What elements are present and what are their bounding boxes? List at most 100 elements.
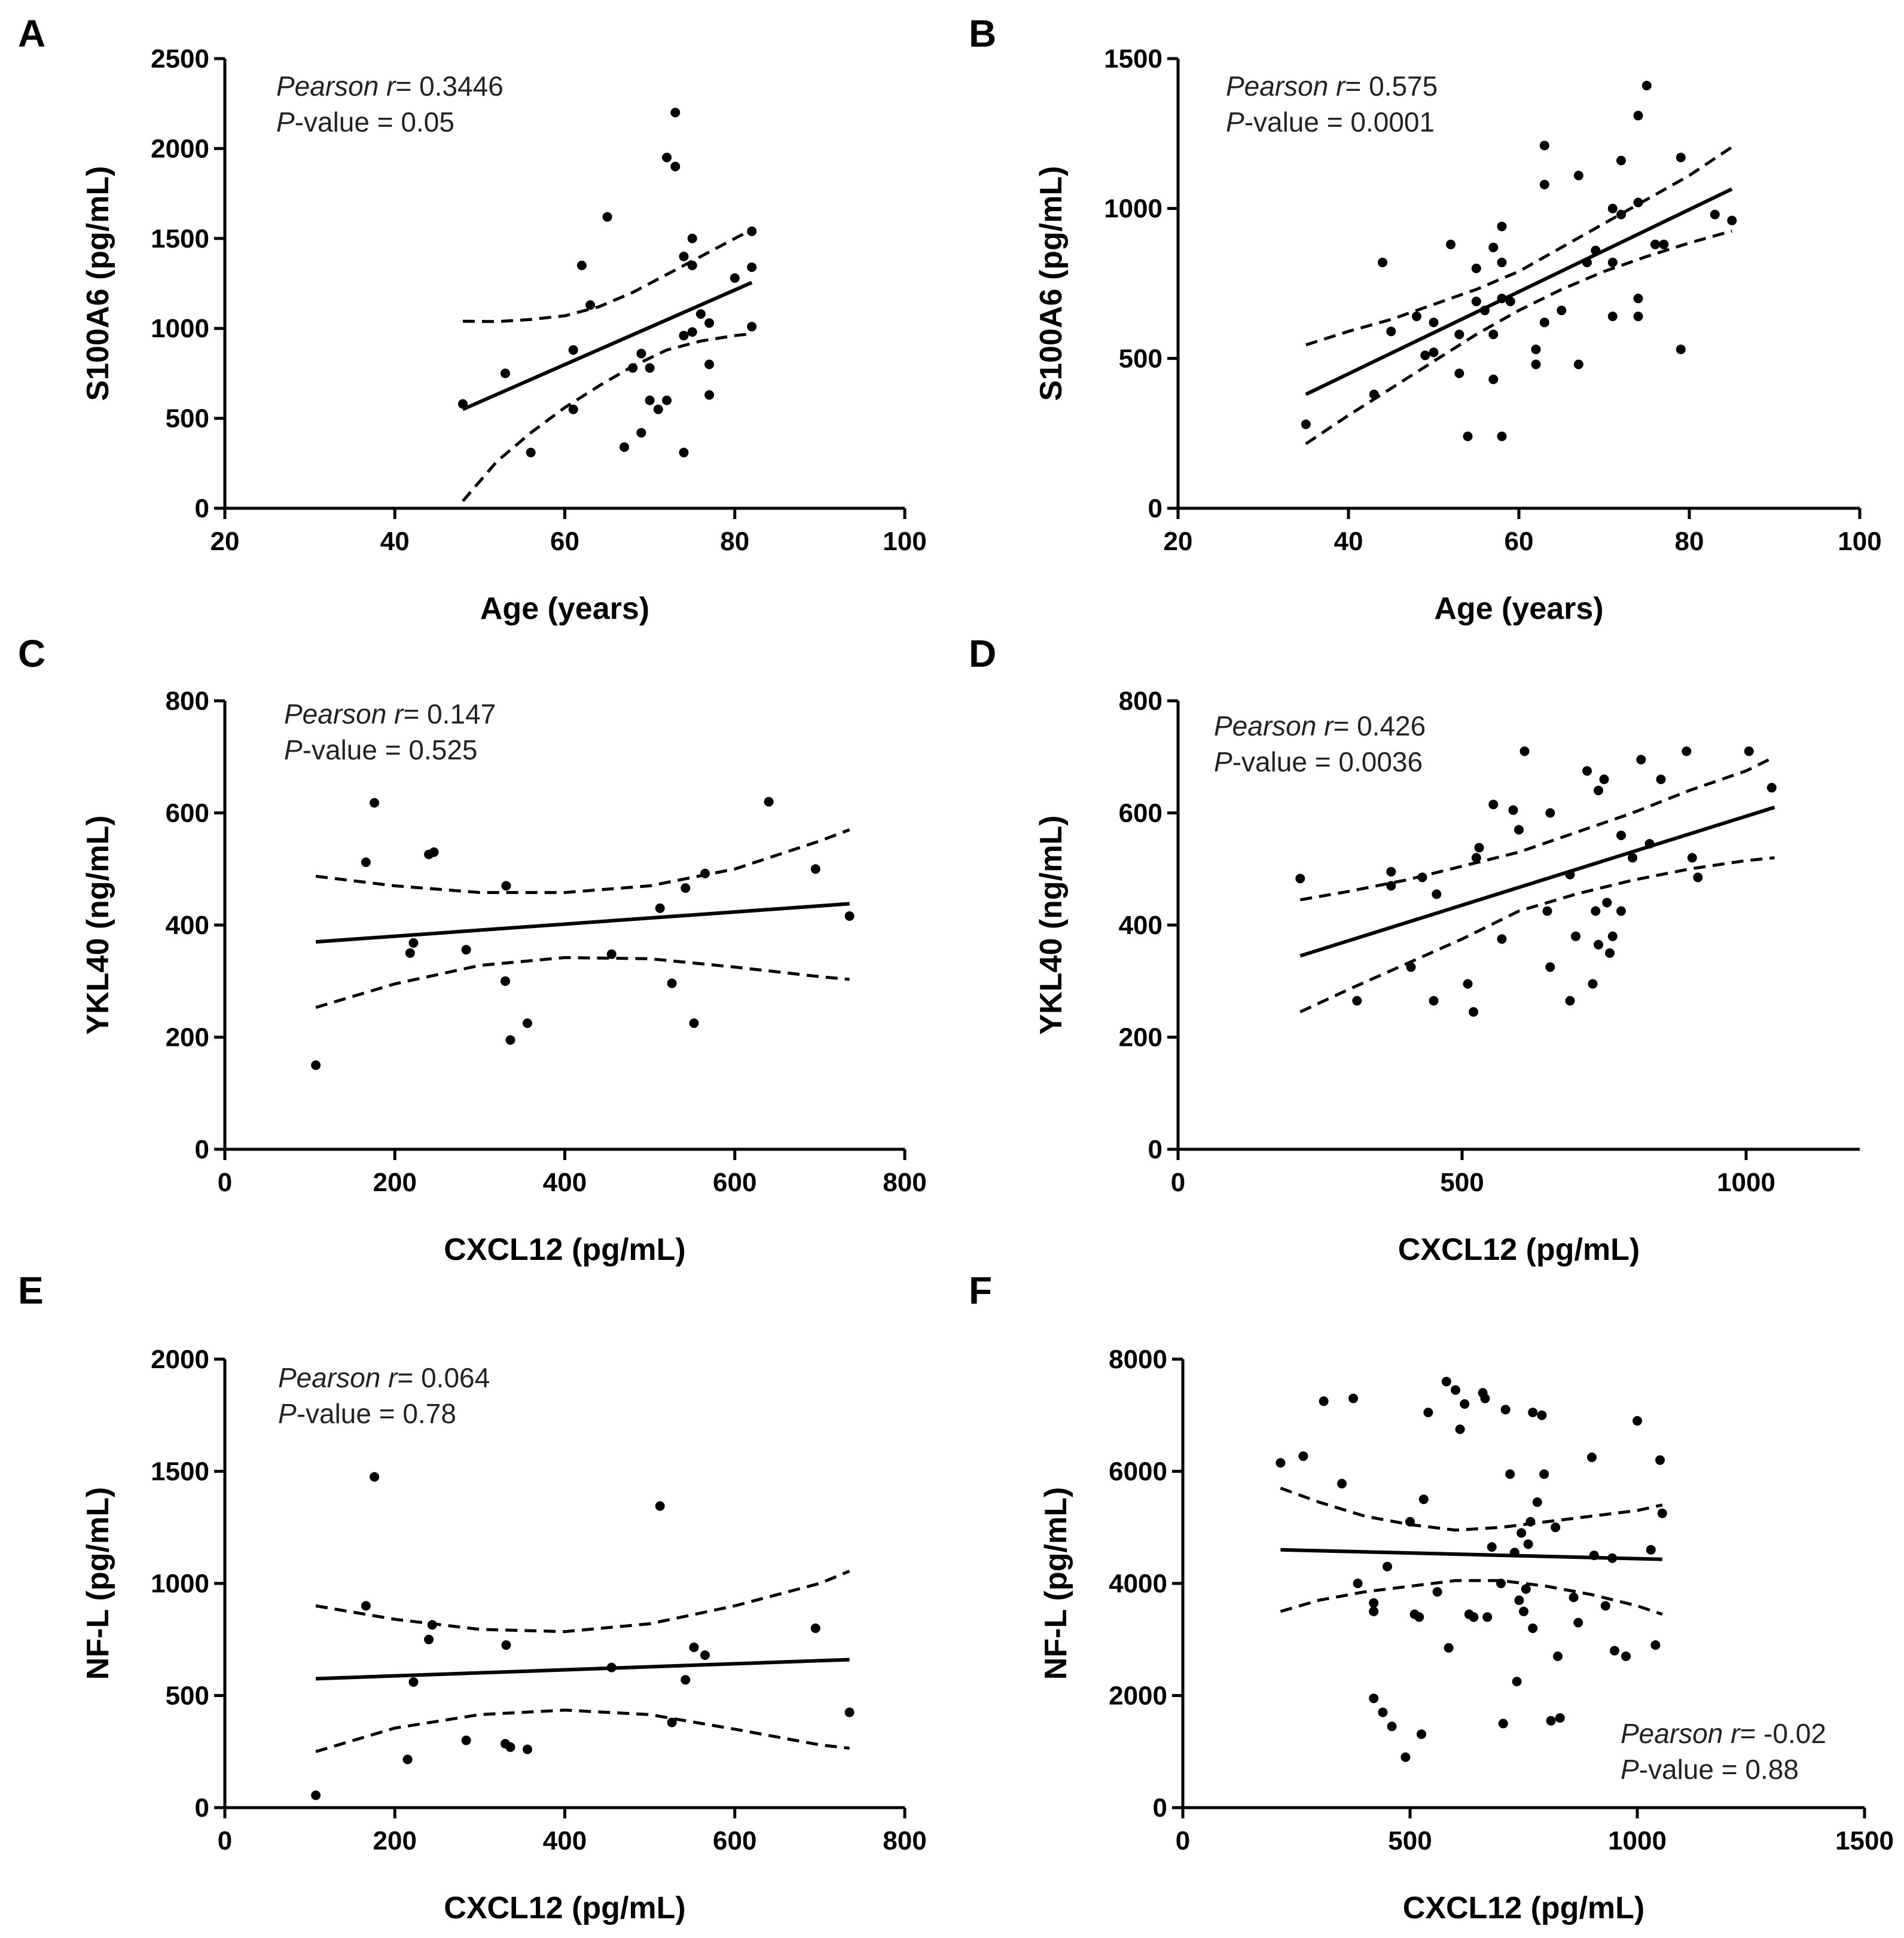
data-point	[1569, 1592, 1579, 1603]
data-point	[1582, 257, 1592, 267]
panel-a: A 0 500 1000 1500 2000 2500 20 40 60 80 100 Age (yea…	[18, 12, 927, 626]
y-tick-label: 500	[1119, 344, 1162, 373]
data-point	[523, 1744, 532, 1754]
panel-label-f: F	[969, 1269, 992, 1312]
pearson-label: Pearson	[1621, 1718, 1723, 1749]
data-point	[458, 399, 468, 409]
data-point	[1633, 1416, 1642, 1426]
y-tick-label: 2500	[151, 44, 209, 74]
data-point	[1514, 825, 1524, 835]
data-point	[747, 226, 757, 236]
data-point	[636, 428, 646, 438]
data-point	[1528, 1623, 1538, 1633]
data-point	[1519, 1606, 1528, 1616]
data-point	[667, 1717, 677, 1728]
x-axis-title: CXCL12 (pg/mL)	[1403, 1891, 1644, 1925]
p-value-annotation: P-value = 0.88	[1621, 1754, 1799, 1785]
data-point	[1571, 931, 1580, 941]
x-tick-label: 0	[1176, 1826, 1190, 1855]
ci-upper-line	[1305, 145, 1733, 347]
ci-upper-line	[1280, 1487, 1663, 1532]
data-point	[568, 404, 578, 414]
data-point	[523, 1018, 532, 1028]
data-point	[1471, 297, 1481, 307]
r-label: r	[394, 698, 404, 730]
x-tick-label: 500	[1388, 1826, 1432, 1855]
data-point	[1633, 197, 1643, 207]
data-point	[1616, 906, 1626, 916]
data-point	[670, 161, 681, 172]
y-axis-title: YKL40 (ng/mL)	[1034, 816, 1069, 1035]
data-point	[1582, 766, 1592, 776]
data-point	[585, 300, 596, 310]
data-point	[1602, 898, 1612, 908]
pearson-r-annotation: Pearson r= 0.3446	[276, 71, 504, 102]
data-point	[361, 1601, 371, 1611]
y-tick-label: 0	[195, 1793, 209, 1823]
data-point	[1353, 1579, 1363, 1588]
data-point	[1744, 746, 1754, 756]
data-point	[747, 262, 757, 272]
r-label: r	[386, 71, 396, 102]
data-point	[1497, 431, 1507, 441]
data-point	[1528, 1408, 1538, 1418]
p-value: -value = 0.0036	[1232, 746, 1423, 777]
x-tick-label: 1500	[1835, 1826, 1894, 1855]
data-point	[662, 152, 672, 163]
y-tick-label: 2000	[151, 1345, 209, 1374]
data-point	[370, 1472, 380, 1482]
data-point	[461, 945, 471, 955]
y-tick-label: 200	[1119, 1023, 1162, 1052]
x-tick-label: 600	[713, 1168, 756, 1197]
x-tick-label: 60	[1505, 527, 1534, 556]
y-tick-label: 500	[166, 404, 209, 434]
data-point	[370, 798, 380, 808]
data-point	[1565, 869, 1575, 880]
data-point	[1607, 931, 1618, 941]
pearson-r-annotation: Pearson r= 0.064	[278, 1362, 490, 1393]
data-point	[1432, 1587, 1442, 1597]
x-tick-label: 40	[380, 527, 410, 556]
data-point	[1655, 1455, 1665, 1465]
data-point	[1480, 306, 1490, 316]
y-tick-label: 1000	[1104, 194, 1162, 224]
data-point	[1656, 774, 1666, 785]
p-label: P	[1226, 106, 1244, 138]
data-point	[1387, 1722, 1397, 1732]
p-value-annotation: P-value = 0.05	[276, 106, 454, 138]
data-point	[628, 363, 638, 373]
data-point	[1539, 141, 1549, 151]
panel-label-a: A	[18, 12, 45, 55]
data-point	[408, 1677, 419, 1687]
data-point	[1455, 1424, 1465, 1435]
data-point	[1628, 853, 1637, 863]
data-point	[1591, 245, 1601, 255]
r-label: r	[1336, 71, 1346, 102]
data-point	[679, 447, 689, 457]
data-point	[844, 911, 855, 921]
data-point	[1545, 962, 1555, 972]
y-tick-label: 200	[166, 1023, 209, 1052]
data-point	[1378, 257, 1387, 267]
pearson-r-annotation: Pearson r= 0.426	[1214, 710, 1426, 741]
data-point	[687, 327, 697, 337]
x-tick-label: 100	[883, 527, 926, 556]
y-tick-label: 400	[166, 911, 209, 940]
data-point	[1633, 111, 1643, 121]
data-point	[1607, 257, 1618, 267]
ci-lower-line	[1280, 1579, 1663, 1616]
data-point	[1337, 1479, 1347, 1489]
data-point	[1727, 215, 1737, 225]
y-tick-label: 6000	[1109, 1457, 1167, 1487]
ci-upper-line	[315, 1570, 850, 1634]
data-point	[1496, 1579, 1506, 1588]
data-point	[402, 1754, 413, 1765]
data-point	[1693, 872, 1703, 883]
data-point	[1429, 996, 1439, 1006]
ci-upper-line	[315, 828, 850, 895]
data-point	[1454, 329, 1464, 340]
y-tick-label: 1500	[1104, 44, 1162, 74]
regression-line	[1280, 1548, 1662, 1561]
x-tick-label: 200	[373, 1826, 417, 1855]
